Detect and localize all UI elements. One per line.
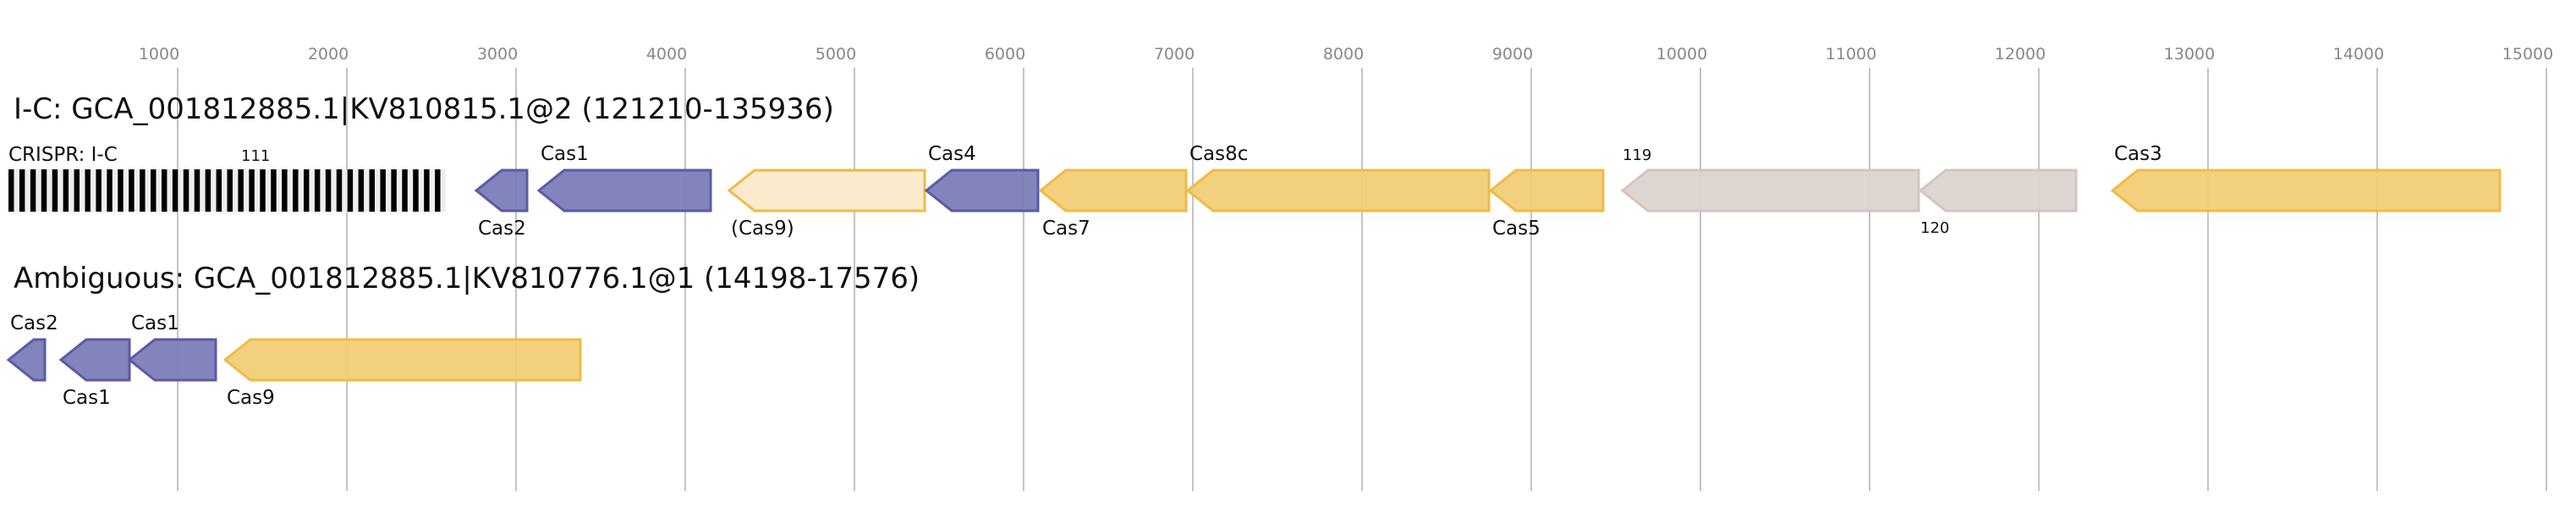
crispr-repeat [140, 169, 146, 212]
gene-arrow-cas5[interactable] [1488, 168, 1605, 213]
crispr-repeat [63, 169, 69, 212]
crispr-repeat [172, 169, 179, 212]
crispr-count-label: 111 [241, 147, 270, 165]
crispr-repeat [325, 169, 332, 212]
crispr-repeat [260, 169, 266, 212]
gene-arrow-cas4[interactable] [924, 168, 1040, 213]
crispr-array [8, 169, 446, 212]
gene-arrow-cas3[interactable] [2110, 168, 2502, 213]
crispr-repeat [52, 169, 58, 212]
crispr-repeat [129, 169, 135, 212]
crispr-repeat [413, 169, 419, 212]
gene-arrow-119[interactable] [1620, 168, 1920, 213]
crispr-repeat [271, 169, 277, 212]
gene-label: Cas7 [1042, 218, 1090, 240]
crispr-repeat [194, 169, 200, 212]
gene-arrow-cas2[interactable] [6, 338, 47, 382]
crispr-repeat [30, 169, 36, 212]
crispr-repeat [435, 169, 441, 212]
gene-arrow-cas1[interactable] [536, 168, 712, 213]
crispr-repeat [205, 169, 211, 212]
crispr-repeat [107, 169, 113, 212]
axis-tick-label: 11000 [1826, 45, 1876, 64]
crispr-repeat [336, 169, 343, 212]
axis-tick-label: 4000 [646, 45, 687, 64]
crispr-repeat [402, 169, 408, 212]
gene-label: 119 [1623, 146, 1651, 164]
crispr-repeat [369, 169, 375, 212]
gene-label: Cas9 [227, 387, 275, 409]
axis-tick-label: 10000 [1656, 45, 1707, 64]
gene-arrow-cas7[interactable] [1038, 168, 1188, 213]
axis-tick-label: 9000 [1492, 45, 1533, 64]
axis-tick-label: 2000 [308, 45, 349, 64]
crispr-repeat [314, 169, 321, 212]
track-title: Ambiguous: GCA_001812885.1|KV810776.1@1 … [14, 262, 920, 295]
axis-tick-label: 6000 [985, 45, 1025, 64]
gene-label: Cas1 [131, 312, 179, 334]
crispr-repeat [8, 169, 14, 212]
crispr-repeat [303, 169, 310, 212]
gene-arrow-cas8c[interactable] [1185, 168, 1491, 213]
axis-tick-label: 5000 [816, 45, 856, 64]
crispr-repeat [293, 169, 299, 212]
gene-label: Cas1 [63, 387, 111, 409]
gene-label: 120 [1920, 219, 1949, 237]
gene-arrow-cas1[interactable] [127, 338, 217, 382]
crispr-repeat [424, 169, 430, 212]
crispr-repeat [85, 169, 91, 212]
crispr-repeat [380, 169, 386, 212]
gene-label: Cas4 [928, 143, 976, 165]
crispr-repeat [227, 169, 233, 212]
crispr-repeat [238, 169, 244, 212]
axis-tick-label: 14000 [2333, 45, 2384, 64]
gene-label: Cas3 [2114, 143, 2162, 165]
crispr-repeat [183, 169, 189, 212]
axis-tick-label: 7000 [1154, 45, 1195, 64]
gene-arrow-cas9[interactable] [222, 338, 582, 382]
gene-label: Cas1 [541, 143, 589, 165]
gene-label: Cas5 [1492, 218, 1541, 240]
gene-arrow-cas9[interactable] [727, 168, 926, 213]
crispr-repeat [96, 169, 102, 212]
gene-arrow-cas2[interactable] [474, 168, 529, 213]
axis-tick-label: 12000 [1995, 45, 2046, 64]
gene-label: Cas2 [478, 218, 526, 240]
crispr-repeat [161, 169, 168, 212]
crispr-repeat [118, 169, 124, 212]
gene-arrow-120[interactable] [1918, 168, 2078, 213]
gene-label: Cas2 [10, 312, 58, 334]
crispr-repeat [41, 169, 47, 212]
gene-label: Cas8c [1189, 143, 1248, 165]
axis-tick-label: 1000 [139, 45, 179, 64]
track-title: I-C: GCA_001812885.1|KV810815.1@2 (12121… [14, 92, 834, 126]
crispr-repeat [151, 169, 157, 212]
crispr-label: CRISPR: I-C [8, 144, 118, 166]
crispr-repeat [282, 169, 288, 212]
gene-label: (Cas9) [731, 218, 794, 240]
crispr-repeat [216, 169, 222, 212]
axis-tick-label: 13000 [2164, 45, 2215, 64]
crispr-repeat [347, 169, 354, 212]
axis-tick-label: 15000 [2502, 45, 2553, 64]
crispr-repeat [391, 169, 397, 212]
axis-tick-label: 3000 [477, 45, 518, 64]
axis-tick-label: 8000 [1323, 45, 1364, 64]
crispr-repeat [249, 169, 255, 212]
gene-arrow-cas1[interactable] [58, 338, 131, 382]
crispr-repeat [358, 169, 365, 212]
crispr-repeat [19, 169, 25, 212]
crispr-repeat [74, 169, 80, 212]
